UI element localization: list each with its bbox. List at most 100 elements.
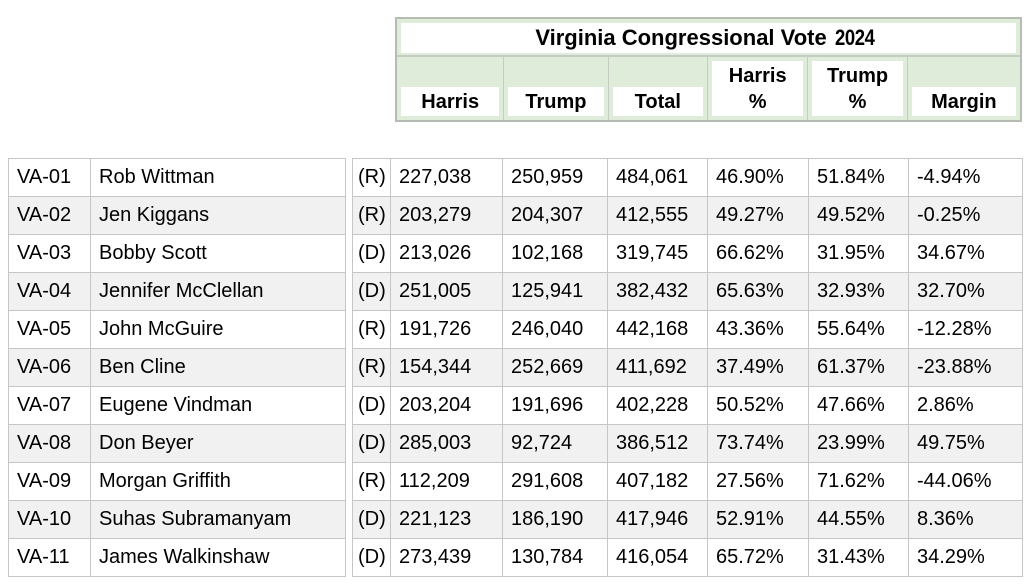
cell-harris_pct: 52.91% <box>707 500 809 539</box>
cell-harris_pct: 65.63% <box>707 272 809 311</box>
column-gap <box>345 196 353 235</box>
cell-total: 407,182 <box>607 462 708 501</box>
cell-trump_pct: 55.64% <box>808 310 909 349</box>
table-row: VA-04 Jennifer McClellan (D) 251,005 125,941… <box>8 272 1023 311</box>
column-gap <box>345 310 353 349</box>
cell-trump_pct: 61.37% <box>808 348 909 387</box>
cell-name: James Walkinshaw <box>90 538 346 577</box>
column-gap <box>345 500 353 539</box>
cell-name: Jennifer McClellan <box>90 272 346 311</box>
cell-district: VA-07 <box>8 386 91 425</box>
cell-harris: 285,003 <box>390 424 503 463</box>
column-gap <box>345 462 353 501</box>
column-header-trump: Trump <box>503 57 607 120</box>
cell-district: VA-11 <box>8 538 91 577</box>
cell-trump: 186,190 <box>502 500 608 539</box>
cell-harris_pct: 66.62% <box>707 234 809 273</box>
cell-trump: 125,941 <box>502 272 608 311</box>
cell-harris: 203,204 <box>390 386 503 425</box>
cell-name: Bobby Scott <box>90 234 346 273</box>
vote-table: VA-01 Rob Wittman (R) 227,038 250,959 484,061… <box>8 158 1023 577</box>
cell-harris: 221,123 <box>390 500 503 539</box>
cell-trump_pct: 31.95% <box>808 234 909 273</box>
cell-trump: 291,608 <box>502 462 608 501</box>
cell-total: 411,692 <box>607 348 708 387</box>
cell-district: VA-09 <box>8 462 91 501</box>
cell-harris: 227,038 <box>390 158 503 197</box>
cell-harris: 154,344 <box>390 348 503 387</box>
column-gap <box>345 348 353 387</box>
cell-party: (D) <box>352 234 391 273</box>
cell-total: 402,228 <box>607 386 708 425</box>
column-header-trump_pct: Trump % <box>807 57 906 120</box>
cell-trump: 102,168 <box>502 234 608 273</box>
table-row: VA-06 Ben Cline (R) 154,344 252,669 411,692 37… <box>8 348 1023 387</box>
cell-district: VA-08 <box>8 424 91 463</box>
column-header-label: Harris <box>401 87 500 116</box>
cell-harris_pct: 50.52% <box>707 386 809 425</box>
cell-margin: 49.75% <box>908 424 1023 463</box>
column-gap <box>345 234 353 273</box>
column-gap <box>345 386 353 425</box>
cell-trump: 130,784 <box>502 538 608 577</box>
table-row: VA-09 Morgan Griffith (R) 112,209 291,608 407… <box>8 462 1023 501</box>
table-row: VA-11 James Walkinshaw (D) 273,439 130,784 41… <box>8 538 1023 577</box>
table-title-row: Virginia Congressional Vote 2024 <box>397 19 1020 57</box>
cell-margin: -23.88% <box>908 348 1023 387</box>
cell-trump_pct: 71.62% <box>808 462 909 501</box>
cell-party: (D) <box>352 538 391 577</box>
table-header: Virginia Congressional Vote 2024 Harris T… <box>395 17 1022 122</box>
cell-harris_pct: 37.49% <box>707 348 809 387</box>
column-gap <box>345 158 353 197</box>
cell-party: (R) <box>352 158 391 197</box>
column-header-label: Harris % <box>712 61 804 116</box>
cell-party: (D) <box>352 272 391 311</box>
cell-district: VA-02 <box>8 196 91 235</box>
cell-margin: 34.67% <box>908 234 1023 273</box>
cell-party: (R) <box>352 196 391 235</box>
cell-harris: 191,726 <box>390 310 503 349</box>
cell-trump: 246,040 <box>502 310 608 349</box>
cell-harris_pct: 65.72% <box>707 538 809 577</box>
cell-total: 417,946 <box>607 500 708 539</box>
cell-harris_pct: 27.56% <box>707 462 809 501</box>
cell-margin: -0.25% <box>908 196 1023 235</box>
column-header-harris_pct: Harris % <box>707 57 807 120</box>
column-header-harris: Harris <box>397 57 503 120</box>
cell-harris: 251,005 <box>390 272 503 311</box>
table-row: VA-08 Don Beyer (D) 285,003 92,724 386,512 73.… <box>8 424 1023 463</box>
cell-harris_pct: 43.36% <box>707 310 809 349</box>
cell-margin: 34.29% <box>908 538 1023 577</box>
cell-margin: -4.94% <box>908 158 1023 197</box>
table-row: VA-01 Rob Wittman (R) 227,038 250,959 484,061… <box>8 158 1023 197</box>
cell-trump_pct: 49.52% <box>808 196 909 235</box>
cell-district: VA-04 <box>8 272 91 311</box>
column-header-label: Total <box>612 87 703 116</box>
cell-harris: 112,209 <box>390 462 503 501</box>
cell-name: Don Beyer <box>90 424 346 463</box>
cell-trump_pct: 51.84% <box>808 158 909 197</box>
cell-party: (D) <box>352 386 391 425</box>
table-title-year: 2024 <box>834 25 875 50</box>
cell-district: VA-03 <box>8 234 91 273</box>
cell-total: 484,061 <box>607 158 708 197</box>
cell-trump: 252,669 <box>502 348 608 387</box>
cell-harris_pct: 46.90% <box>707 158 809 197</box>
column-header-label: Margin <box>911 87 1016 116</box>
cell-trump_pct: 31.43% <box>808 538 909 577</box>
cell-name: Rob Wittman <box>90 158 346 197</box>
column-header-label: Trump <box>508 87 604 116</box>
cell-trump_pct: 32.93% <box>808 272 909 311</box>
column-gap <box>345 424 353 463</box>
cell-total: 442,168 <box>607 310 708 349</box>
cell-party: (D) <box>352 424 391 463</box>
cell-name: Eugene Vindman <box>90 386 346 425</box>
column-header-total: Total <box>607 57 707 120</box>
cell-harris_pct: 49.27% <box>707 196 809 235</box>
cell-harris: 273,439 <box>390 538 503 577</box>
column-gap <box>345 538 353 577</box>
table-row: VA-05 John McGuire (R) 191,726 246,040 442,16… <box>8 310 1023 349</box>
cell-trump: 191,696 <box>502 386 608 425</box>
cell-trump: 92,724 <box>502 424 608 463</box>
column-header-label: Trump % <box>812 61 903 116</box>
